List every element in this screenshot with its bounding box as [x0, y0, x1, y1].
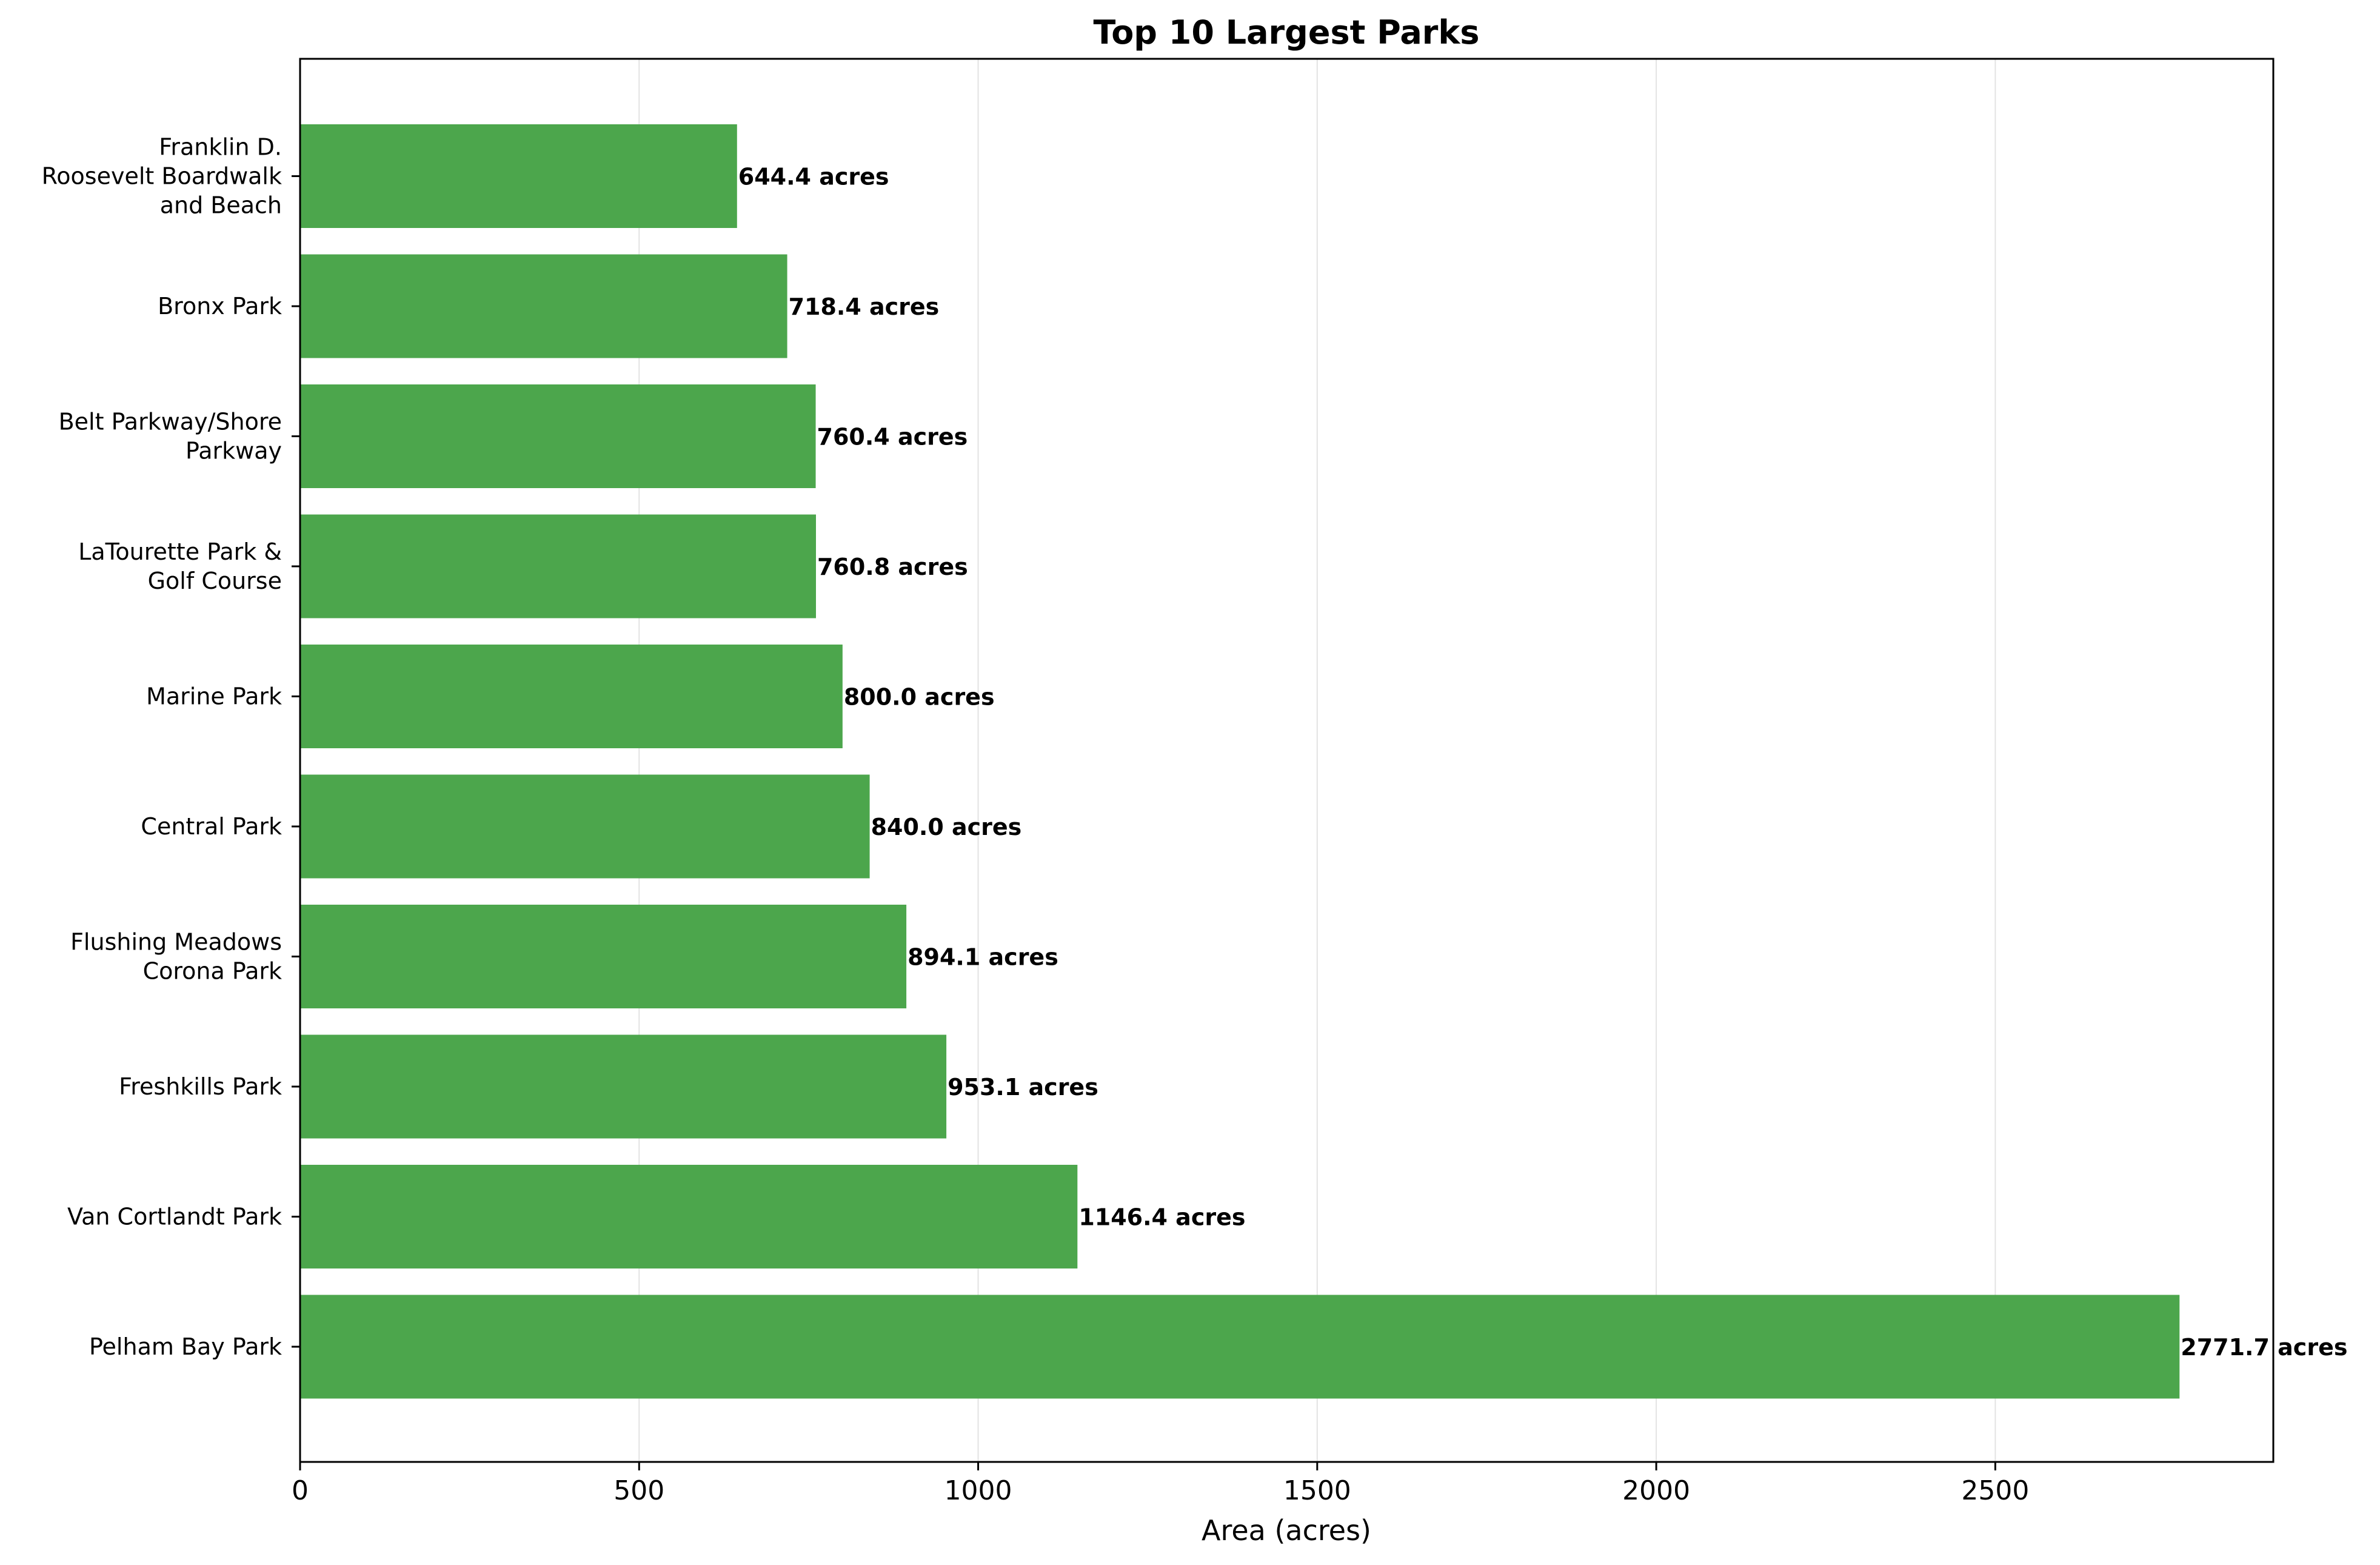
y-tick-label-line: Golf Course	[148, 568, 282, 594]
x-tick-label: 1000	[944, 1475, 1012, 1506]
y-tick-label: Van Cortlandt Park	[67, 1204, 282, 1230]
y-tick-label-line: Flushing Meadows	[70, 929, 282, 956]
y-tick-label-line: and Beach	[160, 192, 282, 219]
y-tick-label-line: Freshkills Park	[119, 1073, 282, 1100]
data-labels: 2771.7 acres 1146.4 acres 953.1 acres 894.1…	[738, 164, 2348, 1361]
y-tick-label: Belt Parkway/Shore Parkway	[59, 409, 282, 464]
bar	[300, 254, 787, 358]
y-tick-label-line: Pelham Bay Park	[89, 1333, 282, 1360]
bar	[300, 1295, 2180, 1399]
y-tick-label-line: Corona Park	[143, 958, 282, 985]
x-tick-label: 500	[613, 1475, 664, 1506]
x-tick-label: 2000	[1622, 1475, 1690, 1506]
bar	[300, 1034, 947, 1139]
y-tick-label: Bronx Park	[158, 293, 282, 320]
y-tick-label: LaTourette Park & Golf Course	[78, 538, 282, 594]
y-tick-label: Franklin D. Roosevelt Boardwalk and Beach	[42, 134, 282, 219]
bar-value-label: 760.4 acres	[817, 424, 968, 451]
bar	[300, 1165, 1078, 1268]
bar	[300, 905, 907, 1008]
y-tick-label-line: Franklin D.	[159, 134, 282, 161]
bar-value-label: 953.1 acres	[948, 1074, 1098, 1101]
y-tick-label: Flushing Meadows Corona Park	[70, 929, 282, 985]
x-tick-label: 0	[292, 1475, 309, 1506]
y-tick-label: Central Park	[141, 813, 282, 840]
x-axis-label: Area (acres)	[1202, 1514, 1371, 1547]
y-tick-label: Marine Park	[146, 683, 282, 710]
bar-value-label: 894.1 acres	[908, 944, 1058, 971]
bar	[300, 124, 737, 228]
bar-value-label: 1146.4 acres	[1078, 1204, 1245, 1231]
x-axis-ticks: 0 500 1000 1500 2000 2500	[292, 1462, 2029, 1506]
bar-value-label: 840.0 acres	[871, 814, 1022, 840]
y-tick-label-line: Central Park	[141, 813, 282, 840]
bar-value-label: 2771.7 acres	[2181, 1334, 2347, 1361]
y-tick-label-line: Roosevelt Boardwalk	[42, 163, 282, 190]
y-tick-label-line: Marine Park	[146, 683, 282, 710]
bar-value-label: 718.4 acres	[789, 293, 940, 320]
bar	[300, 774, 870, 879]
plot-area-frame	[299, 58, 2275, 1463]
bar	[300, 384, 816, 488]
x-tick-label: 1500	[1283, 1475, 1351, 1506]
y-tick-label-line: Van Cortlandt Park	[67, 1204, 282, 1230]
y-tick-label-line: LaTourette Park &	[78, 538, 282, 565]
y-tick-label-line: Parkway	[186, 438, 282, 464]
y-tick-label-line: Belt Parkway/Shore	[59, 409, 282, 435]
y-tick-label-line: Bronx Park	[158, 293, 282, 320]
y-tick-label: Freshkills Park	[119, 1073, 282, 1100]
bar-value-label: 760.8 acres	[817, 554, 968, 580]
y-tick-label: Pelham Bay Park	[89, 1333, 282, 1360]
bars	[300, 124, 2180, 1399]
bar	[300, 514, 816, 618]
chart-title: Top 10 Largest Parks	[1094, 13, 1480, 52]
bar-value-label: 644.4 acres	[738, 164, 889, 190]
x-tick-label: 2500	[1961, 1475, 2029, 1506]
bar-value-label: 800.0 acres	[844, 684, 995, 711]
bar	[300, 645, 843, 748]
y-axis-ticks: Pelham Bay Park Van Cortlandt Park Freshki…	[42, 134, 300, 1360]
